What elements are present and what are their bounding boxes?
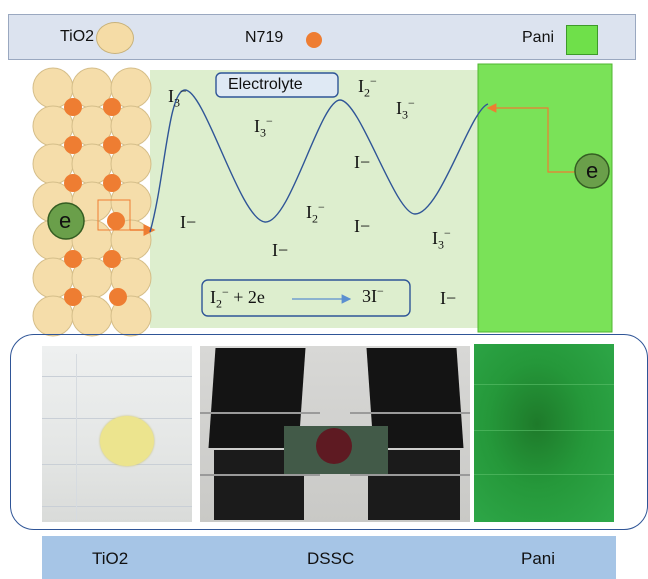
redox-wave	[149, 89, 489, 233]
pani-electrode	[478, 64, 612, 332]
ion-triiodide: I3−	[168, 84, 187, 110]
dssc-diagram	[32, 63, 613, 337]
caption-bar	[42, 536, 616, 579]
ion-iodide: I−	[354, 152, 371, 172]
electrolyte-label: Electrolyte	[228, 76, 303, 93]
electrolyte-region	[150, 70, 480, 328]
legend-dye-label: N719	[245, 29, 284, 46]
reaction-rhs: 3I−	[362, 284, 384, 306]
highlight-box	[97, 199, 131, 231]
ion-diiodide: I2−	[306, 200, 325, 226]
ion-triiodide: I3−	[254, 114, 273, 140]
dssc-dyed-spot	[316, 428, 352, 464]
tio2-film-disk	[100, 416, 154, 466]
n719-dye-dots	[64, 98, 127, 306]
ion-iodide: I−	[354, 216, 371, 236]
legend-dye-swatch	[306, 32, 322, 48]
ion-triiodide: I3−	[396, 96, 415, 122]
electrolyte-label-box	[215, 72, 339, 98]
tio2-particles	[32, 67, 152, 337]
reaction-lhs: I2− + 2e	[210, 285, 265, 311]
legend-pani-label: Pani	[522, 29, 555, 46]
electron-left	[47, 202, 85, 240]
legend-pani-swatch	[566, 25, 598, 55]
ion-triiodide: I3−	[432, 226, 451, 252]
legend-tio2-swatch	[96, 22, 134, 54]
legend-tio2-label: TiO2	[60, 28, 95, 45]
ion-iodide: I−	[272, 240, 289, 260]
electron-left-label: e	[59, 208, 72, 233]
tio2-photo	[42, 346, 192, 522]
caption-pani: Pani	[521, 549, 556, 568]
caption-dssc: DSSC	[307, 549, 355, 568]
electron-right-label: e	[586, 158, 599, 183]
electron-right	[574, 153, 610, 189]
ion-iodide: I−	[180, 212, 197, 232]
caption-tio2: TiO2	[92, 549, 129, 568]
electron-return-arrow	[486, 103, 576, 173]
ion-iodide: I−	[440, 288, 457, 308]
ion-diiodide: I2−	[358, 74, 377, 100]
pani-photo	[474, 344, 614, 522]
dssc-photo	[200, 346, 470, 522]
reaction-box	[201, 279, 411, 317]
